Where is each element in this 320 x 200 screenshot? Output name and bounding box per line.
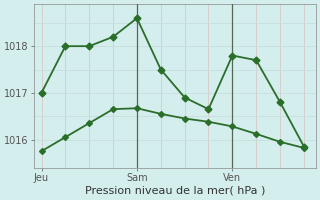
X-axis label: Pression niveau de la mer( hPa ): Pression niveau de la mer( hPa ): [85, 186, 265, 196]
